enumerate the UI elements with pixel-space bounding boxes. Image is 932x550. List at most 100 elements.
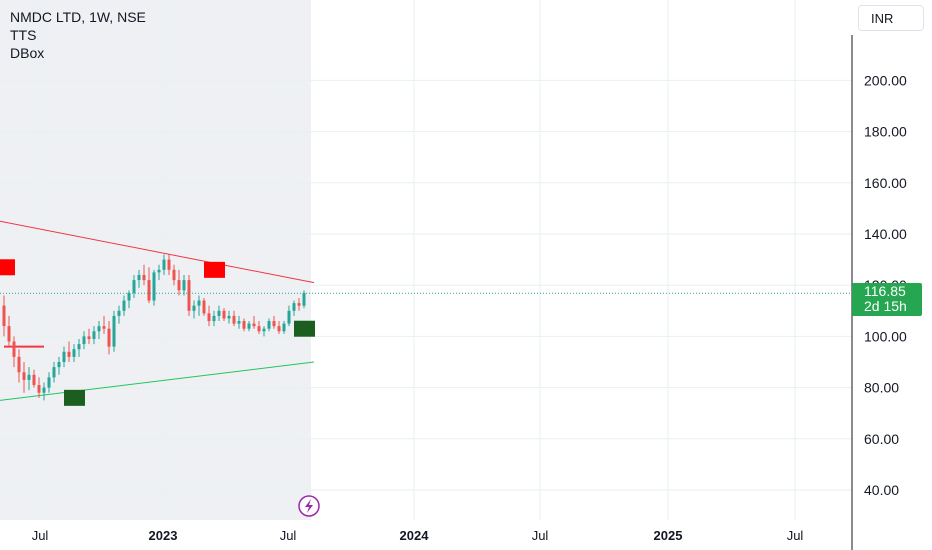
candle [137,269,141,288]
candle-body [217,310,221,316]
candle-body [302,292,306,306]
candle-body [2,305,6,327]
candle-body [27,374,31,380]
candle [37,377,41,398]
red-signal-box [0,259,15,276]
vertical-gridlines [39,0,796,520]
bar-countdown: 2d 15h [864,298,907,314]
candle-body [177,280,181,291]
candle [222,308,226,322]
candle [212,310,216,327]
candle-body [22,372,26,380]
candle-body [242,321,246,329]
candle [202,298,206,316]
candle [152,269,156,306]
candle [252,315,256,329]
candle-body [92,331,96,339]
candle-body [62,351,66,362]
candle-body [117,310,121,316]
price-tick-label: 100.00 [864,328,907,344]
candle-body [287,310,291,324]
candle [272,315,276,329]
candle-body [127,292,131,301]
candle [247,321,251,332]
candle-body [272,321,276,327]
candle-body [32,374,36,386]
candle [167,254,171,275]
price-tick-label: 60.00 [864,431,899,447]
candle [112,310,116,352]
candle [102,315,106,334]
candle-body [77,344,81,350]
candle [172,264,176,286]
lightning-bolt-icon[interactable] [298,495,320,517]
candle [82,331,86,350]
trend-drawings [0,220,315,406]
time-tick-label: Jul [532,528,549,543]
candle [192,300,196,319]
candle [227,310,231,324]
candle-body [172,269,176,281]
symbol-title[interactable]: NMDC LTD, 1W, NSE [10,9,146,25]
candle [147,267,151,304]
candle [267,318,271,332]
candle-body [202,300,206,314]
candle-series [2,254,306,401]
candle [142,264,146,286]
candle [72,344,76,362]
time-axis[interactable]: Jul 2023 Jul 2024 Jul 2025 Jul [32,528,804,543]
last-price-value: 116.85 [864,283,906,299]
candle-body [162,259,166,270]
candle-body [167,259,171,270]
candle [12,336,16,368]
candle [62,346,66,368]
price-tick-label: 40.00 [864,482,899,498]
candle-body [112,315,116,347]
candle-body [17,356,21,373]
candle-body [282,323,286,332]
candle [77,338,81,357]
candle [242,318,246,332]
candle [17,349,21,383]
candle [22,362,26,393]
candle [117,305,121,324]
candle [157,264,161,281]
candle-body [192,305,196,311]
currency-selector[interactable]: INR [858,5,924,31]
candle-body [72,349,76,357]
candle [262,326,266,337]
candle [132,274,136,298]
candle [237,315,241,329]
candle [27,367,31,391]
candle [187,274,191,316]
candle [47,372,51,393]
indicator-dbox-label[interactable]: DBox [10,45,45,61]
candle-body [297,303,301,306]
candle [122,295,126,316]
candle [42,382,46,401]
candle-body [42,387,46,393]
history-shaded-region [0,0,311,520]
candle-body [57,362,61,368]
candle-body [52,367,56,378]
green-signal-box [64,389,85,406]
candle-body [207,313,211,322]
candle-body [292,303,296,311]
price-tick-label: 200.00 [864,72,907,88]
candle-body [252,323,256,327]
candle [292,300,296,316]
candle [87,328,91,345]
candle-body [182,280,186,291]
candle-body [187,280,191,311]
candle [217,305,221,322]
indicator-tts-label[interactable]: TTS [10,27,37,43]
candle [277,321,281,334]
candle [207,305,211,327]
price-tick-label: 160.00 [864,175,907,191]
candle [92,326,96,345]
candle [7,315,11,347]
price-axis[interactable]: 40.0060.0080.00100.00120.00140.00160.001… [864,72,907,498]
candle-body [142,274,146,281]
candle-body [247,323,251,329]
